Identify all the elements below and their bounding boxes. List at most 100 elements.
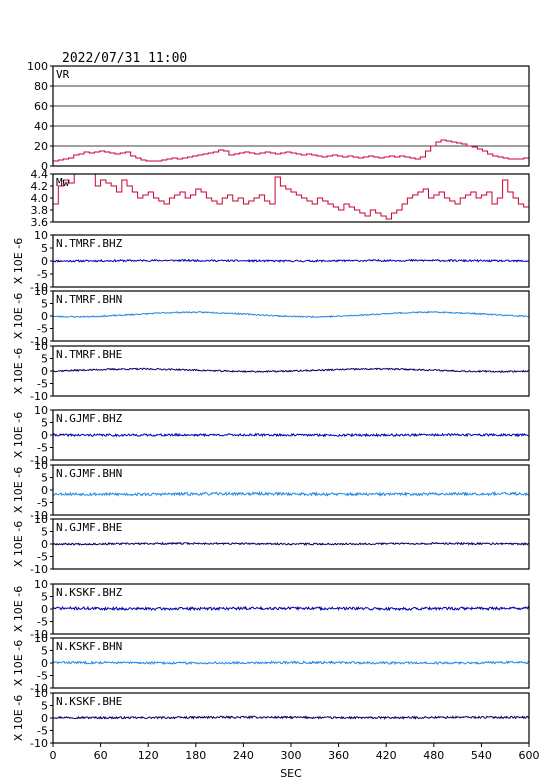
panel-label: N.TMRF.BHZ [56, 237, 123, 250]
panel-label: N.GJMF.BHZ [56, 412, 123, 425]
panel-label: VR [56, 68, 70, 81]
y-axis-label: X 10E -6 [12, 640, 25, 686]
timestamp-label: 2022/07/31 11:00 [62, 51, 187, 66]
y-tick-label: -10 [30, 737, 48, 750]
y-tick-label: 10 [34, 459, 48, 472]
y-axis-label: X 10E -6 [12, 412, 25, 458]
y-tick-label: 5 [41, 645, 48, 658]
panel-label: N.TMRF.BHN [56, 293, 122, 306]
y-tick-label: 60 [34, 100, 48, 113]
y-tick-label: -5 [37, 497, 48, 510]
y-tick-label: 5 [41, 417, 48, 430]
series-line [52, 258, 530, 263]
y-tick-label: -10 [30, 390, 48, 403]
y-tick-label: 0 [41, 712, 48, 725]
y-tick-label: -5 [37, 670, 48, 683]
y-tick-label: 5 [41, 242, 48, 255]
y-tick-label: 4.0 [31, 192, 49, 205]
y-axis-label: X 10E -6 [12, 586, 25, 632]
y-tick-label: 0 [41, 484, 48, 497]
panel-label: N.KSKF.BHN [56, 640, 122, 653]
x-tick-label: 300 [281, 749, 302, 762]
x-axis: 0 60 120 180 240 300 360 420 480 540 600 [50, 743, 540, 762]
series-line [52, 432, 530, 438]
y-tick-label: -10 [30, 335, 48, 348]
x-tick-label: 540 [471, 749, 492, 762]
x-tick-label: 600 [519, 749, 540, 762]
y-tick-label: 20 [34, 140, 48, 153]
y-axis-label: X 10E -6 [12, 695, 25, 741]
y-tick-label: 5 [41, 700, 48, 713]
y-tick-label: 4.2 [31, 180, 49, 193]
y-tick-label: 5 [41, 591, 48, 604]
y-tick-label: -5 [37, 616, 48, 629]
panel-label: N.TMRF.BHE [56, 348, 122, 361]
y-tick-label: 0 [41, 255, 48, 268]
y-tick-label: -5 [37, 551, 48, 564]
series-line [52, 660, 530, 666]
y-tick-label: -10 [30, 509, 48, 522]
y-tick-label: -10 [30, 454, 48, 467]
y-tick-label: 5 [41, 353, 48, 366]
x-tick-label: 120 [138, 749, 159, 762]
y-tick-label: 10 [34, 687, 48, 700]
y-tick-label: 100 [27, 60, 48, 73]
y-tick-label: 4.4 [31, 168, 49, 181]
panel-label: N.KSKF.BHE [56, 695, 122, 708]
x-tick-label: 180 [185, 749, 206, 762]
x-tick-label: 240 [233, 749, 254, 762]
y-tick-label: 10 [34, 578, 48, 591]
series-line [53, 173, 530, 220]
panel-vr: 0 20 40 60 80 100 VR [27, 60, 530, 173]
panel-mw: 3.63.84.04.24.4 Mw [31, 168, 530, 229]
y-tick-label: 5 [41, 298, 48, 311]
y-tick-label: 80 [34, 80, 48, 93]
series-line [52, 367, 530, 374]
y-tick-label: -10 [30, 682, 48, 695]
series-line [53, 139, 530, 162]
y-tick-label: 3.8 [31, 204, 49, 217]
y-axis-label: X 10E -6 [12, 238, 25, 284]
panel-label: N.GJMF.BHN [56, 467, 122, 480]
y-tick-label: 10 [34, 404, 48, 417]
y-tick-label: 10 [34, 229, 48, 242]
y-tick-label: 10 [34, 632, 48, 645]
series-line [52, 490, 530, 498]
x-tick-label: 420 [376, 749, 397, 762]
y-tick-label: 0 [41, 310, 48, 323]
y-tick-label: 3.6 [31, 216, 49, 229]
panel-label: Mw [56, 176, 70, 189]
x-tick-label: 60 [94, 749, 108, 762]
y-tick-label: -5 [37, 378, 48, 391]
panels-group: 020406080100VR3.63.84.04.24.4Mw-10-50510… [12, 60, 530, 750]
y-tick-label: -10 [30, 563, 48, 576]
series-line [52, 715, 530, 720]
y-tick-label: -5 [37, 323, 48, 336]
x-axis-label: SEC [280, 767, 302, 780]
y-axis-label: X 10E -6 [12, 293, 25, 339]
series-line [52, 605, 530, 612]
y-tick-label: 0 [41, 365, 48, 378]
panel-label: N.GJMF.BHE [56, 521, 122, 534]
y-tick-label: 0 [41, 538, 48, 551]
series-line [52, 541, 530, 546]
y-tick-label: 0 [41, 429, 48, 442]
y-axis-label: X 10E -6 [12, 521, 25, 567]
y-tick-label: 10 [34, 513, 48, 526]
y-tick-label: 5 [41, 526, 48, 539]
y-tick-label: 0 [41, 657, 48, 670]
x-tick-label: 480 [423, 749, 444, 762]
y-tick-label: 10 [34, 340, 48, 353]
y-tick-label: 5 [41, 472, 48, 485]
x-tick-label: 0 [50, 749, 57, 762]
y-tick-label: 10 [34, 285, 48, 298]
x-tick-label: 360 [328, 749, 349, 762]
y-tick-label: 40 [34, 120, 48, 133]
